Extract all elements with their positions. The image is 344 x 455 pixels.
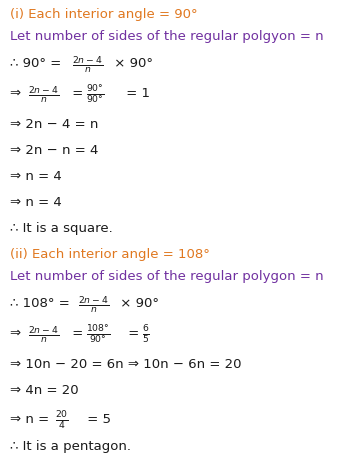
Text: ⇒ 2n − n = 4: ⇒ 2n − n = 4 [10, 144, 98, 157]
Text: × 90°: × 90° [110, 57, 153, 70]
Text: ⇒ 10n − 20 = 6n ⇒ 10n − 6n = 20: ⇒ 10n − 20 = 6n ⇒ 10n − 6n = 20 [10, 358, 241, 371]
Text: ⇒ n = 4: ⇒ n = 4 [10, 170, 62, 183]
Text: ⇒ n =: ⇒ n = [10, 413, 53, 426]
Text: Let number of sides of the regular polygon = n: Let number of sides of the regular polyg… [10, 270, 324, 283]
Text: =: = [124, 327, 143, 340]
Text: ∴ It is a pentagon.: ∴ It is a pentagon. [10, 440, 131, 453]
Text: = 1: = 1 [122, 87, 150, 100]
Text: ∴ 90° =: ∴ 90° = [10, 57, 65, 70]
Text: $\frac{90°}{90°}$: $\frac{90°}{90°}$ [86, 84, 105, 106]
Text: $\frac{20}{4}$: $\frac{20}{4}$ [55, 410, 69, 432]
Text: × 90°: × 90° [116, 297, 159, 310]
Text: $\frac{6}{5}$: $\frac{6}{5}$ [142, 324, 150, 346]
Text: $\frac{2n-4}{n}$: $\frac{2n-4}{n}$ [28, 324, 59, 345]
Text: ⇒: ⇒ [10, 327, 25, 340]
Text: (i) Each interior angle = 90°: (i) Each interior angle = 90° [10, 8, 197, 21]
Text: =: = [68, 87, 87, 100]
Text: $\frac{2n-4}{n}$: $\frac{2n-4}{n}$ [72, 54, 103, 75]
Text: Let number of sides of the regular polgyon = n: Let number of sides of the regular polgy… [10, 30, 324, 43]
Text: ⇒ 4n = 20: ⇒ 4n = 20 [10, 384, 79, 397]
Text: (ii) Each interior angle = 108°: (ii) Each interior angle = 108° [10, 248, 210, 261]
Text: $\frac{2n-4}{n}$: $\frac{2n-4}{n}$ [78, 294, 109, 315]
Text: $\frac{108°}{90°}$: $\frac{108°}{90°}$ [86, 324, 110, 346]
Text: ∴ It is a square.: ∴ It is a square. [10, 222, 113, 235]
Text: ⇒: ⇒ [10, 87, 25, 100]
Text: ∴ 108° =: ∴ 108° = [10, 297, 74, 310]
Text: = 5: = 5 [83, 413, 111, 426]
Text: $\frac{2n-4}{n}$: $\frac{2n-4}{n}$ [28, 84, 59, 105]
Text: ⇒ n = 4: ⇒ n = 4 [10, 196, 62, 209]
Text: =: = [68, 327, 87, 340]
Text: ⇒ 2n − 4 = n: ⇒ 2n − 4 = n [10, 118, 98, 131]
